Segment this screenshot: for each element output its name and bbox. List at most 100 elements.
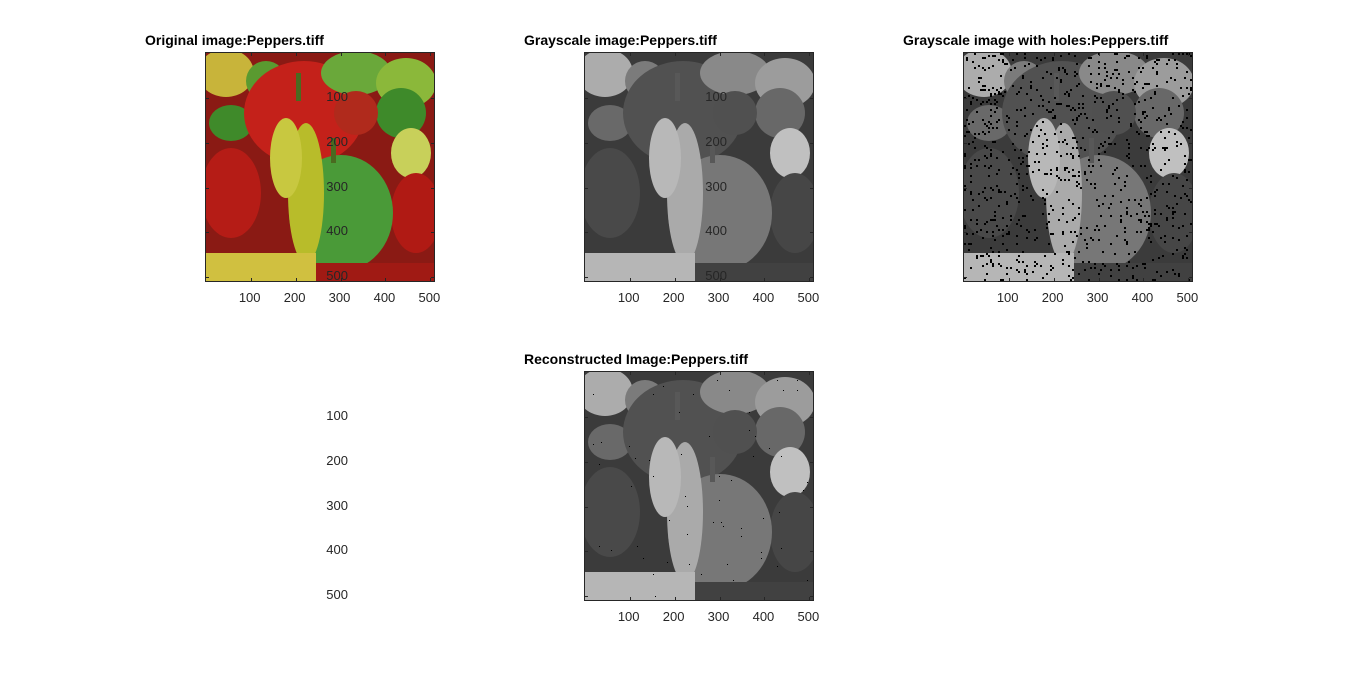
x-tick-mark [719, 597, 721, 600]
hole-pixel [978, 205, 980, 207]
hole-pixel [990, 93, 992, 95]
hole-pixel [1122, 83, 1124, 85]
hole-pixel [998, 91, 1000, 93]
hole-pixel [986, 273, 988, 275]
hole-pixel [1036, 65, 1038, 67]
hole-pixel [1016, 109, 1018, 111]
hole-pixel [992, 65, 994, 67]
hole-pixel [1052, 109, 1054, 111]
hole-pixel [1046, 273, 1048, 275]
hole-pixel [1096, 87, 1098, 89]
hole-pixel [1158, 225, 1160, 227]
hole-pixel [1064, 69, 1066, 71]
hole-pixel [1176, 177, 1178, 179]
y-tick-mark [585, 277, 588, 279]
hole-pixel [1186, 179, 1188, 181]
hole-pixel [1186, 109, 1188, 111]
hole-pixel [1168, 109, 1170, 111]
hole-pixel [1154, 209, 1156, 211]
hole-pixel [1184, 169, 1186, 171]
hole-pixel [1148, 237, 1150, 239]
hole-pixel [1030, 281, 1032, 282]
hole-pixel [1176, 145, 1178, 147]
hole-pixel [990, 155, 992, 157]
hole-pixel [978, 159, 980, 161]
hole-pixel [996, 107, 998, 109]
hole-pixel [996, 173, 998, 175]
hole-pixel [1126, 207, 1128, 209]
hole-pixel [1150, 97, 1152, 99]
hole-pixel [1058, 67, 1060, 69]
hole-pixel [988, 167, 990, 169]
hole-pixel [599, 464, 600, 465]
hole-pixel [1076, 63, 1078, 65]
hole-pixel [649, 460, 650, 461]
x-tick-label: 100 [617, 290, 640, 305]
hole-pixel [1186, 235, 1188, 237]
hole-pixel [1104, 141, 1106, 143]
hole-pixel [1146, 149, 1148, 151]
hole-pixel [980, 255, 982, 257]
hole-pixel [990, 95, 992, 97]
pepper-shape [206, 253, 316, 281]
hole-pixel [964, 189, 966, 191]
hole-pixel [1014, 149, 1016, 151]
hole-pixel [1094, 229, 1096, 231]
pepper-shape [585, 467, 640, 557]
hole-pixel [982, 67, 984, 69]
hole-pixel [1064, 139, 1066, 141]
hole-pixel [1120, 189, 1122, 191]
hole-pixel [1058, 219, 1060, 221]
hole-pixel [1018, 271, 1020, 273]
y-tick-label: 100 [326, 407, 348, 423]
hole-pixel [986, 101, 988, 103]
hole-pixel [996, 225, 998, 227]
hole-pixel [1100, 143, 1102, 145]
hole-pixel [1138, 67, 1140, 69]
x-tick-mark [764, 372, 766, 375]
hole-pixel [1004, 91, 1006, 93]
y-tick-mark [585, 416, 588, 418]
hole-pixel [1160, 213, 1162, 215]
hole-pixel [1140, 165, 1142, 167]
hole-pixel [807, 482, 808, 483]
hole-pixel [1122, 79, 1124, 81]
hole-pixel [1078, 107, 1080, 109]
pepper-shape [675, 392, 680, 420]
hole-pixel [1168, 107, 1170, 109]
hole-pixel [970, 219, 972, 221]
hole-pixel [1046, 71, 1048, 73]
x-tick-label: 400 [373, 290, 396, 305]
hole-pixel [988, 55, 990, 57]
hole-pixel [1056, 151, 1058, 153]
y-tick-label: 400 [326, 223, 348, 239]
y-tick-mark [810, 187, 813, 189]
hole-pixel [1076, 117, 1078, 119]
x-tick-label: 300 [707, 609, 730, 624]
hole-pixel [1008, 117, 1010, 119]
hole-pixel [1056, 175, 1058, 177]
hole-pixel [1100, 215, 1102, 217]
y-tick-label: 200 [705, 133, 727, 149]
hole-pixel [1184, 171, 1186, 173]
hole-pixel [1036, 263, 1038, 265]
hole-pixel [1098, 153, 1100, 155]
hole-pixel [1000, 191, 1002, 193]
hole-pixel [964, 243, 966, 245]
hole-pixel [996, 157, 998, 159]
hole-pixel [1066, 73, 1068, 75]
hole-pixel [988, 255, 990, 257]
hole-pixel [1074, 175, 1076, 177]
hole-pixel [1002, 243, 1004, 245]
hole-pixel [1022, 77, 1024, 79]
hole-pixel [994, 99, 996, 101]
hole-pixel [1156, 223, 1158, 225]
hole-pixel [1166, 217, 1168, 219]
hole-pixel [1156, 59, 1158, 61]
hole-pixel [1184, 163, 1186, 165]
hole-pixel [1126, 175, 1128, 177]
hole-pixel [1140, 127, 1142, 129]
hole-pixel [1176, 249, 1178, 251]
hole-pixel [1106, 71, 1108, 73]
hole-pixel [1072, 107, 1074, 109]
